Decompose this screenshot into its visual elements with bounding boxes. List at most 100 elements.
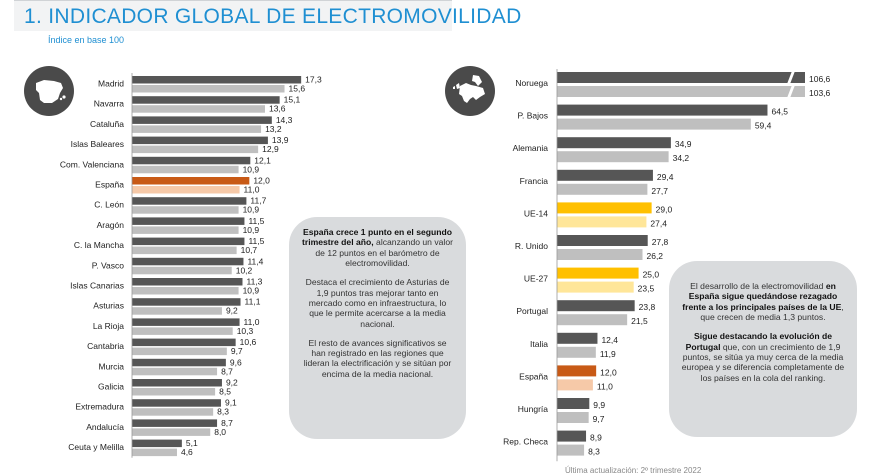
category-label: Ceuta y Melilla (68, 442, 124, 452)
value-label: 11,1 (245, 297, 261, 307)
value-label: 8,7 (221, 418, 233, 428)
category-label: Cataluña (90, 119, 124, 129)
value-label: 9,6 (230, 357, 242, 367)
bar-current (132, 399, 221, 407)
bar-previous (132, 125, 262, 133)
value-label: 10,9 (243, 225, 260, 235)
callout-text: El resto de avances significativos se ha… (303, 337, 452, 379)
bar-current (132, 217, 245, 225)
bar-previous (132, 165, 239, 174)
bar-previous (132, 266, 232, 275)
bar-previous (557, 86, 805, 97)
value-label: 12,1 (254, 155, 271, 165)
value-label: 10,7 (241, 245, 258, 255)
value-label: 9,2 (226, 378, 238, 388)
category-label: C. León (94, 200, 124, 210)
bar-current (557, 430, 587, 442)
bar-previous (132, 85, 285, 93)
bar-previous (132, 206, 239, 214)
category-label: La Rioja (93, 321, 124, 331)
bar-current (557, 300, 635, 312)
value-label: 9,2 (226, 306, 238, 316)
category-label: Extremadura (75, 402, 124, 412)
bar-current (132, 318, 240, 326)
value-label: 8,0 (214, 427, 226, 437)
bar-current (557, 137, 671, 149)
value-label: 13,6 (269, 104, 286, 114)
value-label: 8,3 (217, 407, 229, 417)
value-label: 11,0 (244, 317, 260, 327)
value-label: 13,2 (265, 124, 282, 134)
value-label: 9,1 (225, 398, 237, 408)
value-label: 4,6 (181, 447, 193, 457)
bar-current (557, 72, 805, 83)
spain-map-icon (24, 66, 74, 116)
bar-previous (557, 118, 751, 130)
bar-previous (557, 281, 634, 293)
bar-previous (557, 151, 669, 163)
value-label: 34,2 (673, 153, 690, 163)
value-label: 11,4 (247, 256, 263, 266)
callout-text: Destaca el crecimiento de Asturias de 1,… (305, 277, 450, 329)
category-label: Alemania (513, 143, 549, 153)
value-label: 11,0 (244, 185, 260, 195)
category-label: R. Unido (515, 241, 548, 251)
bar-previous (557, 444, 585, 456)
category-label: Galicia (98, 382, 124, 392)
bar-current (132, 358, 226, 367)
value-label: 10,2 (236, 265, 253, 275)
value-label: 21,5 (631, 316, 648, 326)
category-label: Rep. Checa (503, 437, 548, 447)
category-label: España (95, 180, 124, 190)
callout-text: España crece 1 punto en el segundo trime… (302, 227, 452, 248)
bar-current (132, 419, 218, 427)
spain-commentary-box: España crece 1 punto en el segundo trime… (289, 217, 466, 439)
axis-break-mark (787, 71, 795, 84)
bar-previous (132, 307, 222, 315)
bar-current (557, 398, 590, 409)
bar-current (557, 267, 639, 279)
category-label: C. la Mancha (74, 240, 124, 250)
category-label: Francia (520, 176, 549, 186)
bar-current (132, 338, 236, 347)
page-subtitle: Índice en base 100 (48, 35, 125, 45)
category-label: Cantabria (87, 341, 124, 351)
value-label: 8,7 (221, 366, 233, 376)
category-label: Islas Canarias (70, 281, 124, 291)
category-label: Com. Valenciana (60, 159, 124, 169)
bar-current (132, 156, 251, 165)
bar-previous (132, 226, 239, 234)
callout-text: Sigue destacando la evolución de Portuga… (685, 331, 832, 352)
category-label: Murcia (98, 361, 124, 371)
bar-current (132, 116, 272, 124)
bar-previous (557, 183, 648, 195)
europe-commentary-box: El desarrollo de la electromovilidad en … (669, 261, 857, 437)
bar-current (132, 439, 182, 448)
category-label: Aragón (97, 220, 125, 230)
value-label: 11,3 (246, 277, 262, 287)
callout-text: El desarrollo de la electromovilidad (690, 281, 826, 291)
category-label: Asturias (93, 301, 124, 311)
value-label: 9,7 (593, 414, 605, 424)
value-label: 106,6 (809, 74, 831, 84)
value-label: 11,5 (248, 236, 264, 246)
value-label: 8,9 (590, 433, 602, 443)
category-label: P. Vasco (92, 260, 125, 270)
bar-current (557, 104, 768, 116)
category-label: Madrid (98, 79, 124, 89)
value-label: 10,6 (240, 337, 257, 347)
bar-previous (132, 327, 233, 335)
callout-text: alcanzando un valor de 12 puntos en el b… (315, 237, 453, 268)
axis-break-mark (787, 85, 795, 98)
bar-current (132, 197, 247, 205)
bar-previous (132, 246, 237, 255)
category-label: Noruega (515, 78, 548, 88)
callout-text: que, con un crecimiento de 1,9 puntos, s… (681, 341, 845, 383)
value-label: 27,4 (650, 218, 667, 228)
category-label: Hungría (518, 404, 549, 414)
value-label: 11,9 (600, 349, 616, 359)
value-label: 34,9 (675, 139, 692, 149)
bar-previous (557, 314, 628, 326)
